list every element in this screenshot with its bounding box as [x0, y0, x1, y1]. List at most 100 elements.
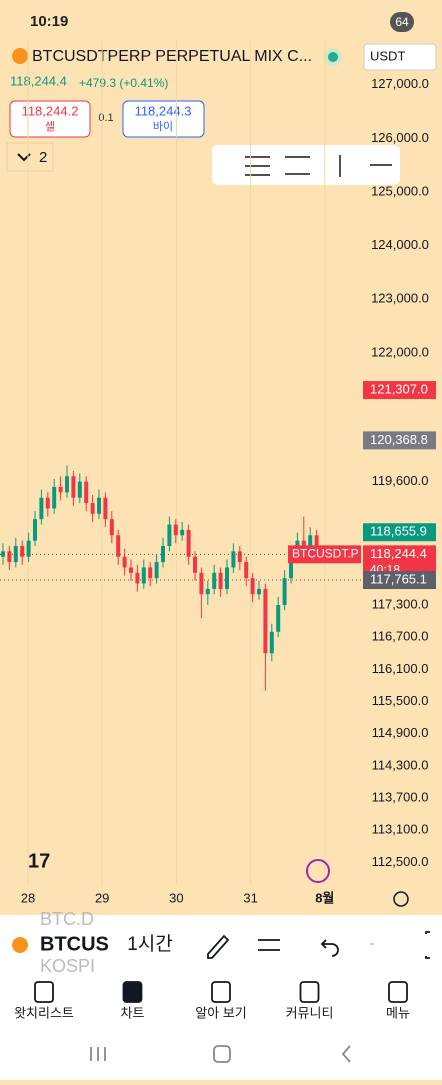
candle-body: [148, 567, 153, 579]
indicators-toggle[interactable]: [6, 142, 54, 172]
y-tick-label: 119,600.0: [372, 473, 429, 488]
candle-body: [263, 588, 268, 654]
candle-body: [250, 578, 255, 595]
candle-body: [52, 486, 57, 509]
candle-body: [173, 524, 178, 536]
nav-icon[interactable]: [388, 981, 408, 1003]
y-tick-label: 113,100.0: [372, 822, 429, 837]
y-tick-label: 122,000.0: [371, 344, 429, 359]
y-tick-label: 116,700.0: [372, 629, 429, 644]
price-tag: [363, 431, 436, 450]
candle-body: [13, 545, 18, 563]
y-tick-label: 126,000.0: [371, 130, 429, 145]
candle-body: [65, 476, 69, 493]
candle-body: [276, 604, 281, 632]
candle-body: [129, 567, 133, 573]
candle-body: [135, 572, 140, 584]
y-tick-label: 115,500.0: [372, 693, 429, 708]
x-tick-label: 29: [95, 890, 109, 905]
sell-button[interactable]: [9, 100, 91, 138]
y-tick-label: 114,900.0: [372, 725, 429, 740]
bottom-toolbar: [0, 915, 442, 973]
toolbar-symbol[interactable]: BTCUS: [40, 933, 109, 955]
y-tick-label: 112,500.0: [372, 854, 429, 869]
currency: USDT: [370, 48, 405, 63]
drawing-tools[interactable]: [245, 155, 392, 177]
system-buttons[interactable]: [90, 1045, 351, 1063]
candle-body: [77, 481, 82, 498]
nav-label[interactable]: 알아 보기: [195, 1005, 246, 1020]
symbol-tag: [288, 545, 361, 564]
candle-body: [154, 562, 159, 579]
nav-label[interactable]: 메뉴: [386, 1005, 410, 1020]
x-tick-label: 8월: [315, 890, 334, 905]
candle-body: [26, 540, 31, 557]
candle-body: [141, 567, 146, 584]
candle-body: [1, 551, 5, 557]
candle-body: [193, 556, 197, 573]
candle-body: [97, 497, 101, 514]
toolbar-icons[interactable]: [207, 931, 430, 959]
candle-body: [180, 529, 185, 536]
candle-body: [289, 556, 293, 579]
nav-icon[interactable]: [34, 981, 54, 1003]
flash-icon[interactable]: [306, 859, 330, 883]
price-tag: [363, 381, 436, 400]
candle-body: [109, 519, 114, 536]
candle-body: [257, 588, 261, 595]
candle-body: [7, 551, 12, 563]
candle-body: [167, 524, 172, 546]
candle-body: [116, 535, 121, 557]
buy-button[interactable]: [122, 100, 205, 138]
price-tag-label: 118,655.9: [370, 524, 427, 539]
y-tick-label: 113,700.0: [372, 789, 429, 804]
nav-items: 왓치리스트 차트 알아 보기 커뮤니티 메뉴: [14, 981, 410, 1020]
status-time: 10:19: [30, 13, 68, 30]
y-tick-label: 125,000.0: [371, 183, 429, 198]
settings-icon[interactable]: [393, 891, 409, 907]
candle-body: [45, 497, 50, 509]
price-tag: [363, 571, 436, 590]
nav-icon[interactable]: [211, 981, 231, 1003]
interval[interactable]: 1시간: [127, 933, 173, 955]
currency-select[interactable]: [363, 43, 437, 71]
sell-price: 118,244.2: [22, 103, 79, 118]
x-tick-label: 31: [243, 890, 257, 905]
price-change: +479.3 (+0.41%): [79, 76, 168, 90]
nav-label[interactable]: 커뮤니티: [286, 1005, 334, 1020]
candle-body: [122, 556, 127, 568]
candle-body: [237, 551, 242, 563]
btc-icon: [12, 48, 28, 64]
candle-body: [84, 481, 89, 504]
btc-icon: [12, 937, 28, 953]
candle-body: [90, 503, 95, 514]
indicators-count: 2: [39, 149, 47, 166]
symbol-tag-label: BTCUSDT.P: [292, 546, 359, 560]
nav-icon[interactable]: [122, 981, 143, 1003]
price-tag-label: 120,368.8: [370, 432, 428, 447]
y-tick-label: 124,000.0: [371, 237, 429, 252]
last-price: 118,244.4: [10, 73, 67, 88]
buy-price: 118,244.3: [135, 103, 192, 118]
nav-icon[interactable]: [299, 981, 320, 1003]
ghost-symbol: BTC.D: [40, 909, 94, 929]
candle-body: [225, 567, 229, 589]
price-tag-label: 121,307.0: [370, 382, 428, 397]
nav-label[interactable]: 왓치리스트: [14, 1005, 74, 1020]
system-nav: [0, 1035, 442, 1080]
y-tick-label: 123,000.0: [371, 291, 429, 306]
y-tick-label: 114,300.0: [372, 757, 429, 772]
x-tick-label: 28: [21, 890, 35, 905]
market-dot: [328, 52, 338, 62]
sell-label: 셀: [45, 120, 55, 133]
symbol-title[interactable]: BTCUSDTPERP PERPETUAL MIX C...: [32, 48, 312, 65]
battery: [390, 12, 414, 32]
x-tick-label: 30: [169, 890, 183, 905]
candle-body: [308, 535, 313, 552]
spread: 0.1: [98, 112, 113, 124]
candle-body: [161, 545, 165, 563]
buy-label: 바이: [153, 120, 173, 133]
price-tag-label: 117,765.1: [370, 571, 427, 586]
nav-label[interactable]: 차트: [121, 1005, 145, 1020]
